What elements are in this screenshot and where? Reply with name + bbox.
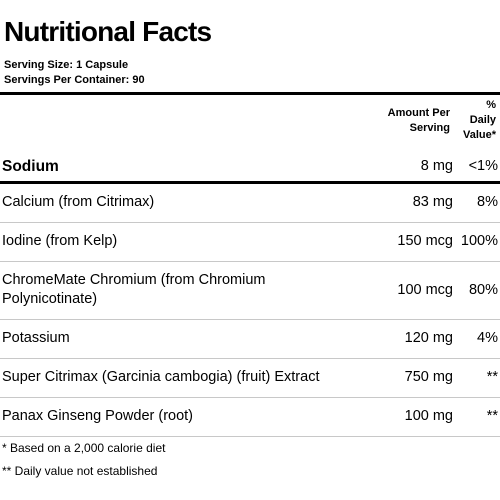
nutrient-amount: 100 mg bbox=[404, 408, 453, 424]
table-row: Iodine (from Kelp) 150 mcg 100% bbox=[0, 223, 500, 262]
sodium-divider bbox=[0, 181, 500, 184]
nutrient-daily-value: 100% bbox=[460, 233, 498, 249]
amount-per-serving-header: Amount Per Serving bbox=[360, 106, 450, 136]
table-row: Super Citrimax (Garcinia cambogia) (frui… bbox=[0, 359, 500, 398]
nutrient-name: Iodine (from Kelp) bbox=[2, 233, 118, 249]
nutrient-name: Calcium (from Citrimax) bbox=[2, 194, 155, 210]
amount-header-line-2: Serving bbox=[409, 122, 450, 134]
footnote-calorie-diet: * Based on a 2,000 calorie diet bbox=[2, 441, 166, 455]
nutrient-name: Sodium bbox=[2, 158, 59, 175]
dv-header-line-3: Value* bbox=[462, 129, 496, 141]
table-row: ChromeMate Chromium (from Chromium Polyn… bbox=[0, 262, 500, 320]
nutrient-daily-value: 8% bbox=[477, 194, 498, 210]
servings-per-container: Servings Per Container: 90 bbox=[4, 74, 145, 86]
table-row: Calcium (from Citrimax) 83 mg 8% bbox=[0, 184, 500, 223]
daily-value-header: % Daily Value* bbox=[450, 98, 496, 143]
table-row: Potassium 120 mg 4% bbox=[0, 320, 500, 359]
nutrient-name: Potassium bbox=[2, 330, 70, 346]
top-divider bbox=[0, 92, 500, 95]
dv-header-line-1: % bbox=[486, 99, 496, 111]
nutrient-daily-value: <1% bbox=[468, 158, 498, 174]
nutrient-amount: 8 mg bbox=[420, 158, 453, 174]
nutrient-amount: 83 mg bbox=[412, 194, 453, 210]
nutrient-daily-value: 4% bbox=[477, 330, 498, 346]
nutrient-amount: 150 mcg bbox=[397, 233, 453, 249]
nutrient-name: ChromeMate Chromium (from Chromium Polyn… bbox=[2, 272, 266, 307]
nutrient-amount: 120 mg bbox=[404, 330, 453, 346]
panel-title: Nutritional Facts bbox=[4, 16, 212, 47]
amount-header-line-1: Amount Per bbox=[387, 107, 450, 119]
nutrient-name: Super Citrimax (Garcinia cambogia) (frui… bbox=[2, 369, 320, 385]
serving-size: Serving Size: 1 Capsule bbox=[4, 59, 129, 71]
dv-header-line-2: Daily bbox=[469, 114, 496, 126]
table-row: Panax Ginseng Powder (root) 100 mg ** bbox=[0, 398, 500, 437]
nutrient-name: Panax Ginseng Powder (root) bbox=[2, 408, 194, 424]
nutrient-amount: 100 mcg bbox=[397, 282, 453, 298]
table-row: Sodium 8 mg <1% bbox=[0, 152, 500, 181]
footnote-daily-value: ** Daily value not established bbox=[2, 464, 158, 478]
nutrient-amount: 750 mg bbox=[404, 369, 453, 385]
nutrient-daily-value: 80% bbox=[468, 282, 498, 298]
nutrient-daily-value: ** bbox=[486, 408, 498, 424]
nutrient-daily-value: ** bbox=[486, 369, 498, 385]
